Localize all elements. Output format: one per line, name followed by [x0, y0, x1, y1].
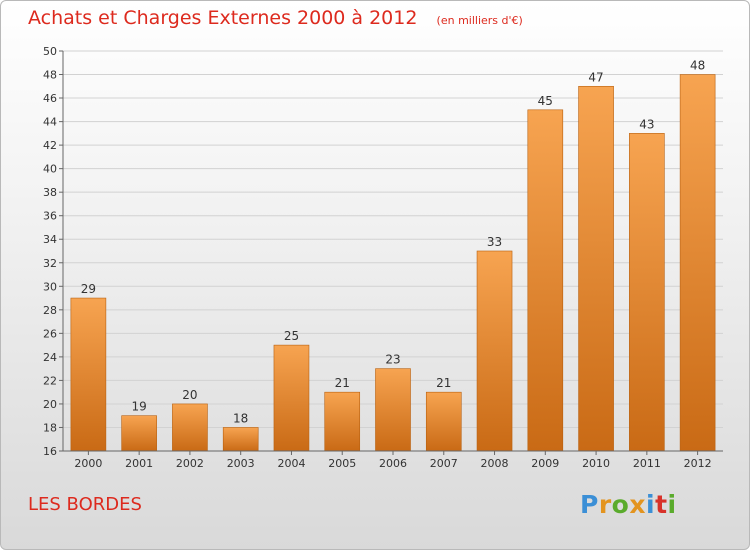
- y-tick-label: 22: [43, 374, 57, 387]
- bar-2009: [527, 109, 564, 452]
- bar-2006: [375, 368, 411, 452]
- bars-layer: [70, 74, 716, 452]
- bar-2012: [679, 74, 716, 452]
- title-row: Achats et Charges Externes 2000 à 2012 (…: [28, 7, 523, 29]
- bar-2002: [172, 403, 208, 452]
- y-tick-label: 24: [43, 351, 57, 364]
- logo-letter: i: [667, 490, 677, 519]
- y-tick-label: 30: [43, 280, 57, 293]
- bar-value-label: 47: [588, 70, 603, 84]
- y-tick-label: 34: [43, 233, 57, 246]
- x-tick-label: 2004: [277, 457, 305, 470]
- commune-label: LES BORDES: [28, 494, 142, 515]
- x-tick-label: 2010: [582, 457, 610, 470]
- y-tick-label: 48: [43, 69, 57, 82]
- logo-letter: P: [580, 490, 599, 519]
- y-tick-label: 36: [43, 210, 57, 223]
- bar-2007: [425, 391, 462, 452]
- bar-value-label: 43: [639, 117, 654, 131]
- y-tick-label: 20: [43, 398, 57, 411]
- bar-value-label: 48: [690, 59, 705, 73]
- x-tick-label: 2001: [125, 457, 153, 470]
- x-tick-label: 2007: [430, 457, 458, 470]
- bar-value-label: 25: [284, 329, 299, 343]
- bar-2008: [476, 250, 513, 452]
- bar-value-label: 45: [538, 94, 553, 108]
- x-tick-label: 2006: [379, 457, 407, 470]
- bar-value-label: 19: [132, 400, 147, 414]
- bar-2003: [222, 427, 259, 452]
- logo-letter: i: [646, 490, 656, 519]
- bar-value-label: 21: [436, 376, 451, 390]
- x-tick-label: 2011: [633, 457, 661, 470]
- bar-2000: [70, 297, 107, 452]
- y-tick-label: 32: [43, 257, 57, 270]
- y-tick-label: 18: [43, 421, 57, 434]
- y-tick-label: 46: [43, 92, 57, 105]
- bar-2011: [629, 133, 665, 452]
- y-tick-label: 16: [43, 445, 57, 458]
- logo-letter: r: [598, 490, 612, 519]
- y-tick-label: 28: [43, 304, 57, 317]
- axes-layer: [59, 50, 723, 455]
- bar-value-label: 18: [233, 411, 248, 425]
- bar-2010: [578, 85, 614, 452]
- x-tick-label: 2005: [328, 457, 356, 470]
- proxiti-logo[interactable]: Proxiti: [580, 490, 677, 519]
- chart-title: Achats et Charges Externes 2000 à 2012: [28, 7, 418, 29]
- bar-value-label: 23: [385, 353, 400, 367]
- x-tick-label: 2002: [176, 457, 204, 470]
- bar-value-label: 21: [335, 376, 350, 390]
- x-tick-label: 2009: [531, 457, 559, 470]
- bar-value-label: 29: [81, 282, 96, 296]
- y-tick-label: 42: [43, 139, 57, 152]
- x-tick-label: 2008: [481, 457, 509, 470]
- bar-2004: [273, 344, 310, 452]
- logo-letter: t: [655, 490, 668, 519]
- bar-value-label: 33: [487, 235, 502, 249]
- bar-2005: [324, 391, 361, 452]
- y-tick-label: 44: [43, 116, 57, 129]
- y-tick-label: 50: [43, 45, 57, 58]
- logo-letter: x: [629, 490, 646, 519]
- chart-subtitle: (en milliers d'€): [436, 14, 523, 27]
- x-tick-label: 2000: [74, 457, 102, 470]
- y-tick-label: 26: [43, 327, 57, 340]
- logo-letter: o: [611, 490, 630, 519]
- bar-2001: [121, 415, 157, 452]
- x-tick-label: 2012: [684, 457, 712, 470]
- labels-layer: 16 18 20 22 24 26 28 30 32 34 36 38 40 42 44 46 48 50 29 20…: [43, 45, 712, 470]
- x-tick-label: 2003: [227, 457, 255, 470]
- y-tick-label: 38: [43, 186, 57, 199]
- bar-value-label: 20: [182, 388, 197, 402]
- y-tick-label: 40: [43, 163, 57, 176]
